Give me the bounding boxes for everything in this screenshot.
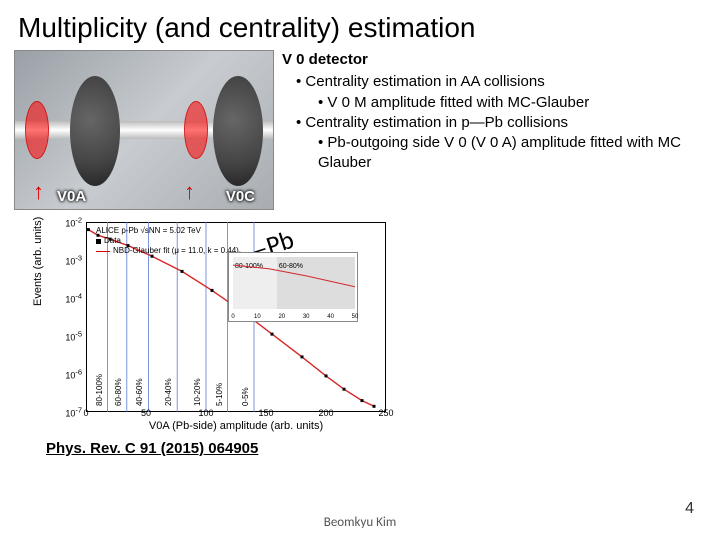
bullet-header: V 0 detector [282,50,706,70]
bullet-item: Centrality estimation in AA collisions [282,72,706,92]
v0a-disc [25,101,49,159]
y-axis-label: Events (arb. units) [32,217,44,306]
centrality-bin-label: 10-20% [193,378,202,406]
endcap-right [213,76,263,186]
arrow-v0c-icon: ↑ [184,179,195,205]
x-tick: 100 [198,408,213,418]
bullet-item: Centrality estimation in p—Pb collisions [282,113,706,133]
x-tick: 150 [258,408,273,418]
glauber-chart: Events (arb. units) 80-100%60-80%40-60%2… [46,216,406,436]
y-tick: 10-5 [65,330,82,343]
chart-inset: 80-100%60-80% 01020304050 [228,252,358,322]
bullet-item: V 0 M amplitude fitted with MC-Glauber [282,93,706,113]
bullet-item: Pb-outgoing side V 0 (V 0 A) amplitude f… [282,133,706,174]
y-tick: 10-4 [65,292,82,305]
v0c-disc [184,101,208,159]
y-tick: 10-7 [65,406,82,419]
inset-x-tick: 10 [254,314,261,320]
slide-title: Multiplicity (and centrality) estimation [0,0,720,50]
v0a-label: V0A [57,188,86,205]
citation: Phys. Rev. C 91 (2015) 064905 [46,440,720,457]
arrow-v0a-icon: ↑ [33,179,44,205]
x-axis-label: V0A (Pb-side) amplitude (arb. units) [86,420,386,432]
legend-header: ALICE p-Pb √sNN = 5.02 TeV [96,226,239,236]
bullet-text: V 0 detector Centrality estimation in AA… [282,50,706,210]
inset-x-tick: 40 [327,314,334,320]
y-tick: 10-2 [65,216,82,229]
v0c-label: V0C [226,188,255,205]
centrality-bin-label: 40-60% [135,378,144,406]
centrality-bin-label: 20-40% [164,378,173,406]
inset-x-tick: 0 [231,314,234,320]
chart-legend: ALICE p-Pb √sNN = 5.02 TeV Data NBD-Glau… [96,226,239,256]
content-row: ↑ ↑ V0A V0C V 0 detector Centrality esti… [0,50,720,210]
x-tick: 200 [318,408,333,418]
centrality-bin-label: 5-10% [215,383,224,406]
endcap-left [70,76,120,186]
detector-schematic: ↑ ↑ V0A V0C [14,50,274,210]
footer-author: Beomkyu Kim [0,515,720,530]
legend-item-fit: NBD-Glauber fit (μ = 11.0, k = 0.44) [113,246,239,256]
y-tick: 10-3 [65,254,82,267]
page-number: 4 [685,500,694,518]
x-tick: 0 [83,408,88,418]
centrality-bin-label: 60-80% [114,378,123,406]
x-tick: 50 [141,408,151,418]
y-tick: 10-6 [65,368,82,381]
inset-x-tick: 20 [278,314,285,320]
centrality-bin-label: 0-5% [241,387,250,406]
x-tick: 250 [378,408,393,418]
inset-x-tick: 30 [303,314,310,320]
centrality-bin-label: 80-100% [95,374,104,406]
inset-x-tick: 50 [352,314,359,320]
legend-item-data: Data [104,236,121,246]
